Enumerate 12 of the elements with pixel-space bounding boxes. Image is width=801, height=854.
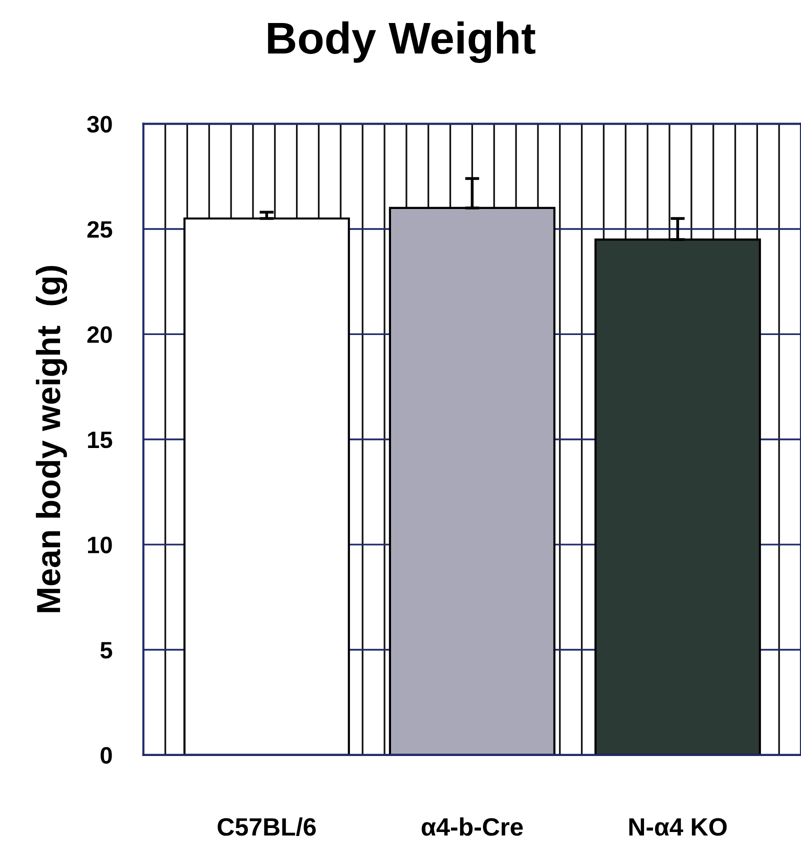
y-tick-label: 15 xyxy=(88,432,112,448)
y-tick-label: 30 xyxy=(87,116,112,133)
x-tick-label: C57BL/6 xyxy=(218,817,316,836)
y-tick-label: 20 xyxy=(87,326,112,343)
x-tick-label: α4-b-Cre xyxy=(422,817,523,836)
chart-title: Body Weight xyxy=(268,21,536,63)
y-tick-label: 5 xyxy=(100,642,112,659)
x-tick-label: N-α4 KO xyxy=(629,818,727,836)
y-axis-title: Mean body weight (g) xyxy=(36,266,68,612)
y-tick-label: 25 xyxy=(87,221,112,238)
y-tick-label: 0 xyxy=(100,747,112,764)
y-tick-label: 10 xyxy=(88,536,112,554)
